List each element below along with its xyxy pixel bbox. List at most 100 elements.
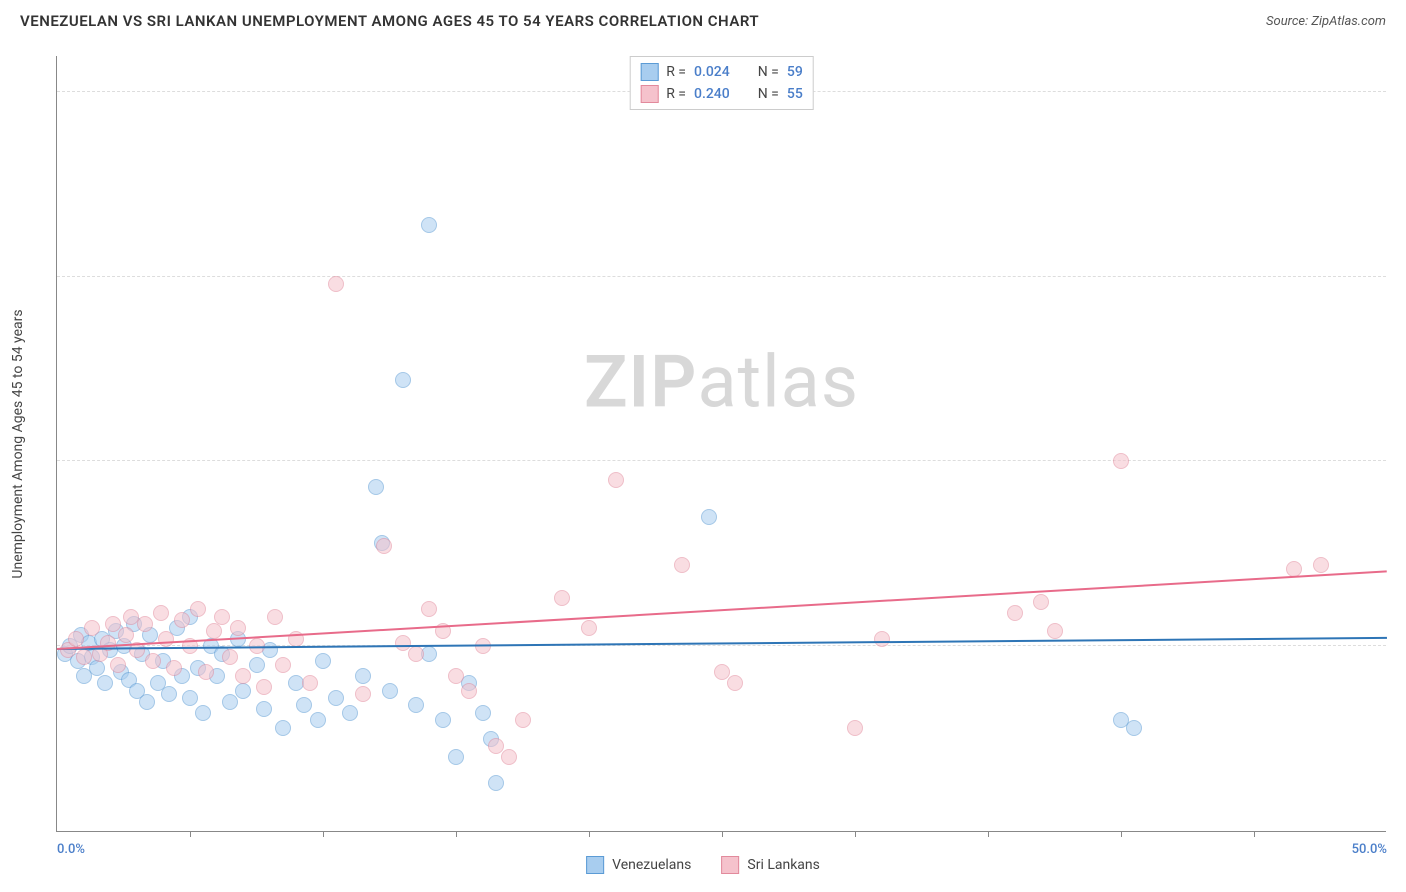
x-tick: [456, 831, 457, 837]
legend-n-label: N =: [758, 64, 779, 80]
scatter-point: [195, 705, 211, 721]
scatter-point: [581, 620, 597, 636]
scatter-point: [328, 276, 344, 292]
scatter-point: [198, 664, 214, 680]
scatter-point: [395, 372, 411, 388]
scatter-point: [302, 675, 318, 691]
scatter-point: [222, 694, 238, 710]
scatter-point: [310, 712, 326, 728]
scatter-point: [235, 668, 251, 684]
scatter-point: [235, 683, 251, 699]
scatter-point: [118, 627, 134, 643]
x-tick-label: 50.0%: [1352, 842, 1387, 857]
scatter-point: [847, 720, 863, 736]
scatter-point: [701, 509, 717, 525]
scatter-point: [1286, 561, 1302, 577]
scatter-point: [674, 557, 690, 573]
scatter-point: [1313, 557, 1329, 573]
scatter-point: [105, 616, 121, 632]
legend-swatch: [640, 63, 658, 81]
legend-n-value: 55: [787, 86, 803, 102]
scatter-point: [267, 609, 283, 625]
scatter-point: [368, 479, 384, 495]
scatter-point: [475, 705, 491, 721]
scatter-point: [174, 612, 190, 628]
scatter-point: [137, 616, 153, 632]
scatter-point: [89, 660, 105, 676]
x-tick: [988, 831, 989, 837]
x-tick: [855, 831, 856, 837]
scatter-point: [161, 686, 177, 702]
scatter-point: [190, 601, 206, 617]
legend-series-label: Venezuelans: [612, 857, 691, 873]
scatter-point: [376, 538, 392, 554]
legend-n-value: 59: [787, 64, 803, 80]
legend-swatch: [586, 856, 604, 874]
scatter-point: [608, 472, 624, 488]
x-tick-label: 0.0%: [57, 842, 85, 857]
scatter-point: [315, 653, 331, 669]
legend-swatch: [640, 85, 658, 103]
scatter-point: [461, 683, 477, 699]
legend-swatch: [721, 856, 739, 874]
gridline: [57, 276, 1386, 277]
scatter-point: [1033, 594, 1049, 610]
scatter-point: [1007, 605, 1023, 621]
legend-correlation-row: R = 0.240 N = 55: [640, 83, 803, 105]
scatter-point: [275, 657, 291, 673]
gridline: [57, 460, 1386, 461]
source-attribution: Source: ZipAtlas.com: [1266, 14, 1386, 29]
scatter-point: [222, 649, 238, 665]
scatter-point: [1113, 453, 1129, 469]
scatter-point: [448, 668, 464, 684]
legend-series-item: Venezuelans: [586, 856, 691, 874]
scatter-point: [84, 620, 100, 636]
scatter-point: [145, 653, 161, 669]
scatter-point: [76, 649, 92, 665]
scatter-point: [97, 675, 113, 691]
legend-correlation-row: R =0.024N =59: [640, 61, 803, 83]
legend-n-label: N =: [758, 86, 779, 102]
scatter-point: [382, 683, 398, 699]
x-tick: [190, 831, 191, 837]
legend-correlation-box: R =0.024N =59R =0.240N =55: [629, 56, 814, 110]
x-tick: [1254, 831, 1255, 837]
scatter-point: [408, 697, 424, 713]
scatter-point: [355, 668, 371, 684]
legend-r-value: 0.240: [694, 86, 730, 102]
scatter-point: [153, 605, 169, 621]
scatter-point: [110, 657, 126, 673]
scatter-point: [714, 664, 730, 680]
scatter-point: [421, 601, 437, 617]
scatter-point: [214, 609, 230, 625]
scatter-point: [256, 701, 272, 717]
legend-r-label: R =: [666, 86, 686, 102]
scatter-point: [355, 686, 371, 702]
scatter-point: [501, 749, 517, 765]
scatter-point: [256, 679, 272, 695]
scatter-point: [727, 675, 743, 691]
scatter-point: [1047, 623, 1063, 639]
scatter-point: [488, 738, 504, 754]
scatter-point: [448, 749, 464, 765]
scatter-point: [435, 712, 451, 728]
x-tick: [1121, 831, 1122, 837]
legend-series: Venezuelans Sri Lankans: [586, 856, 820, 874]
scatter-point: [342, 705, 358, 721]
scatter-point: [296, 697, 312, 713]
scatter-point: [166, 660, 182, 676]
scatter-point: [328, 690, 344, 706]
legend-series-label: Sri Lankans: [747, 857, 820, 873]
x-tick: [323, 831, 324, 837]
scatter-point: [395, 635, 411, 651]
plot-area: ZIPatlas R =0.024N =59R =0.240N =55 5.0%…: [56, 56, 1386, 832]
scatter-point: [275, 720, 291, 736]
scatter-point: [1126, 720, 1142, 736]
scatter-point: [68, 631, 84, 647]
scatter-point: [554, 590, 570, 606]
scatter-point: [421, 217, 437, 233]
legend-r-label: R =: [666, 64, 686, 80]
scatter-point: [874, 631, 890, 647]
scatter-point: [158, 631, 174, 647]
chart-container: Unemployment Among Ages 45 to 54 years Z…: [56, 56, 1386, 832]
